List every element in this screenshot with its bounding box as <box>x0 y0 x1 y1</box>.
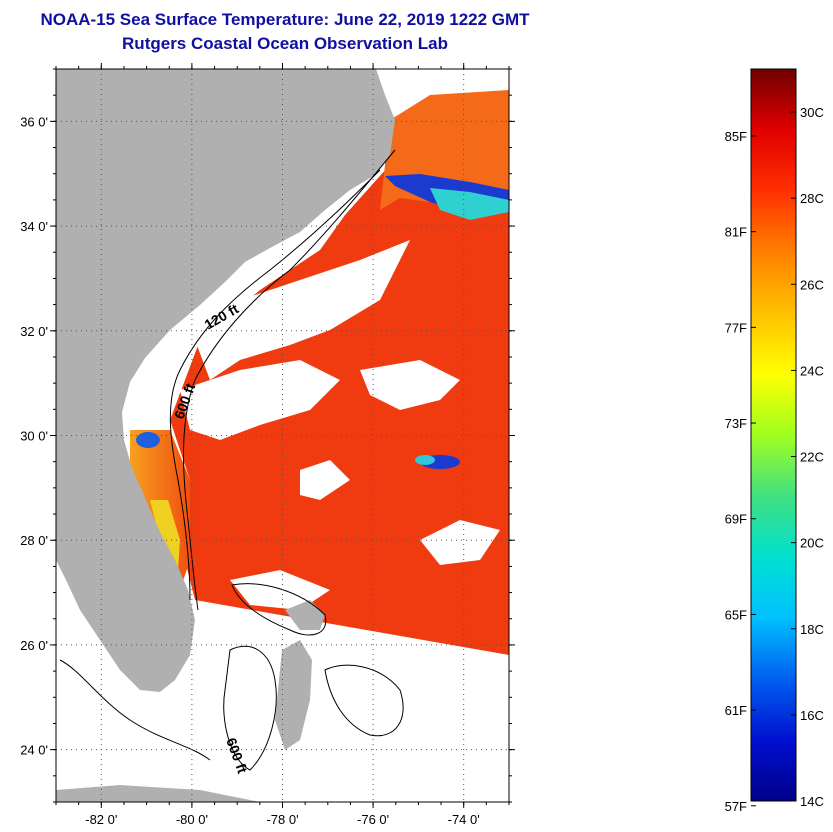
lat-tick-label: 26 0' <box>20 638 48 653</box>
cloud-mask <box>300 460 350 500</box>
lat-tick-label: 30 0' <box>20 429 48 444</box>
lat-tick-label: 28 0' <box>20 533 48 548</box>
cloud-mask <box>195 240 410 380</box>
cold-eddy-cyan <box>415 455 435 465</box>
cloud-mask <box>180 360 340 440</box>
contour-keys <box>59 659 211 761</box>
contour-bahamas <box>231 583 327 636</box>
lon-tick-label: -80 0' <box>176 812 208 827</box>
lon-tick-label: -78 0' <box>266 812 298 827</box>
map-subtitle: Rutgers Coastal Ocean Observation Lab <box>122 34 448 53</box>
contour-bahamas <box>223 645 277 771</box>
land-us-east-coast <box>56 69 395 692</box>
land-cuba-edge <box>56 785 260 802</box>
sst-swath <box>170 112 509 655</box>
cold-eddy <box>136 432 160 448</box>
lat-tick-label: 24 0' <box>20 743 48 758</box>
lat-axis: 36 0' 34 0' 32 0' 30 0' 28 0' 26 0' 24 0' <box>20 68 515 803</box>
lon-axis: -82 0' -80 0' -78 0' -76 0' -74 0' <box>55 63 510 827</box>
land-bahamas-abaco <box>285 600 325 630</box>
coastal-yellow <box>150 500 180 570</box>
land-bahamas-andros <box>275 640 312 750</box>
contour-bahamas <box>324 664 404 737</box>
lat-tick-label: 36 0' <box>20 114 48 129</box>
map-title: NOAA-15 Sea Surface Temperature: June 22… <box>40 10 530 29</box>
lon-tick-label: -82 0' <box>85 812 117 827</box>
lon-tick-label: -74 0' <box>448 812 480 827</box>
grid-lines <box>56 69 509 802</box>
cloud-mask <box>360 360 460 410</box>
lat-tick-label: 32 0' <box>20 324 48 339</box>
cloud-mask <box>420 520 500 565</box>
contour-600ft <box>183 149 396 611</box>
cold-streak-cyan <box>430 188 509 220</box>
lon-tick-label: -76 0' <box>357 812 389 827</box>
lat-tick-label: 34 0' <box>20 219 48 234</box>
